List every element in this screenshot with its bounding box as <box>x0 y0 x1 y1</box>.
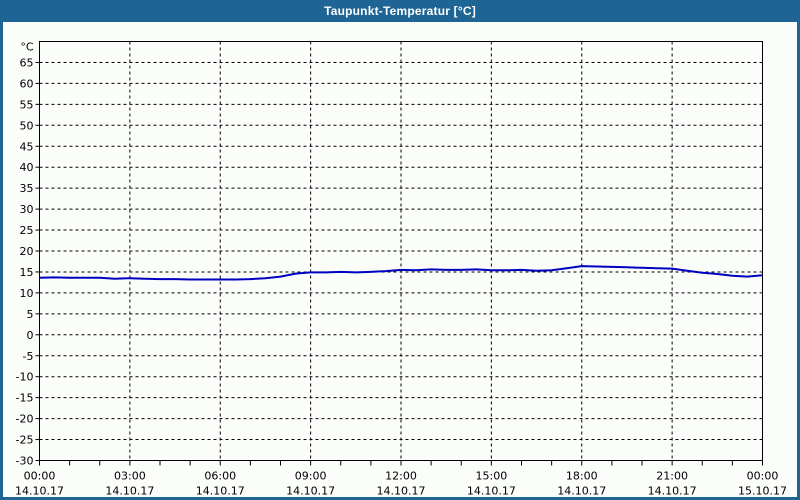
svg-text:18:00: 18:00 <box>566 470 598 483</box>
svg-text:-25: -25 <box>16 434 34 447</box>
svg-text:12:00: 12:00 <box>385 470 417 483</box>
svg-text:00:00: 00:00 <box>24 470 56 483</box>
svg-text:30: 30 <box>20 203 34 216</box>
svg-text:14.10.17: 14.10.17 <box>286 485 335 498</box>
svg-text:15.10.17: 15.10.17 <box>738 485 787 498</box>
svg-text:-20: -20 <box>16 413 34 426</box>
series-line-taupunkt-temperatur <box>39 265 763 281</box>
svg-text:14.10.17: 14.10.17 <box>377 485 426 498</box>
chart-background <box>3 22 797 497</box>
svg-text:15:00: 15:00 <box>476 470 508 483</box>
svg-text:20: 20 <box>20 245 34 258</box>
svg-text:55: 55 <box>20 98 34 111</box>
svg-text:14.10.17: 14.10.17 <box>15 485 64 498</box>
svg-text:00:00: 00:00 <box>747 470 779 483</box>
svg-text:03:00: 03:00 <box>114 470 146 483</box>
svg-text:14.10.17: 14.10.17 <box>648 485 697 498</box>
svg-text:40: 40 <box>20 161 34 174</box>
svg-text:-5: -5 <box>23 350 34 363</box>
title-bar: Taupunkt-Temperatur [°C] <box>0 0 800 22</box>
svg-text:45: 45 <box>20 140 34 153</box>
svg-text:-15: -15 <box>16 392 34 405</box>
svg-text:25: 25 <box>20 224 34 237</box>
window-title: Taupunkt-Temperatur [°C] <box>324 4 476 18</box>
svg-text:10: 10 <box>20 287 34 300</box>
svg-text:21:00: 21:00 <box>656 470 688 483</box>
svg-text:5: 5 <box>27 308 34 321</box>
svg-text:14.10.17: 14.10.17 <box>557 485 606 498</box>
svg-text:°C: °C <box>20 41 34 54</box>
svg-text:09:00: 09:00 <box>295 470 327 483</box>
svg-text:50: 50 <box>20 119 34 132</box>
svg-text:0: 0 <box>27 329 34 342</box>
svg-text:35: 35 <box>20 182 34 195</box>
svg-text:14.10.17: 14.10.17 <box>196 485 245 498</box>
svg-text:65: 65 <box>20 56 34 69</box>
svg-text:14.10.17: 14.10.17 <box>467 485 516 498</box>
svg-text:60: 60 <box>20 77 34 90</box>
svg-text:-30: -30 <box>16 455 34 468</box>
svg-text:14.10.17: 14.10.17 <box>105 485 154 498</box>
svg-text:06:00: 06:00 <box>204 470 236 483</box>
svg-text:15: 15 <box>20 266 34 279</box>
svg-text:-10: -10 <box>16 371 34 384</box>
